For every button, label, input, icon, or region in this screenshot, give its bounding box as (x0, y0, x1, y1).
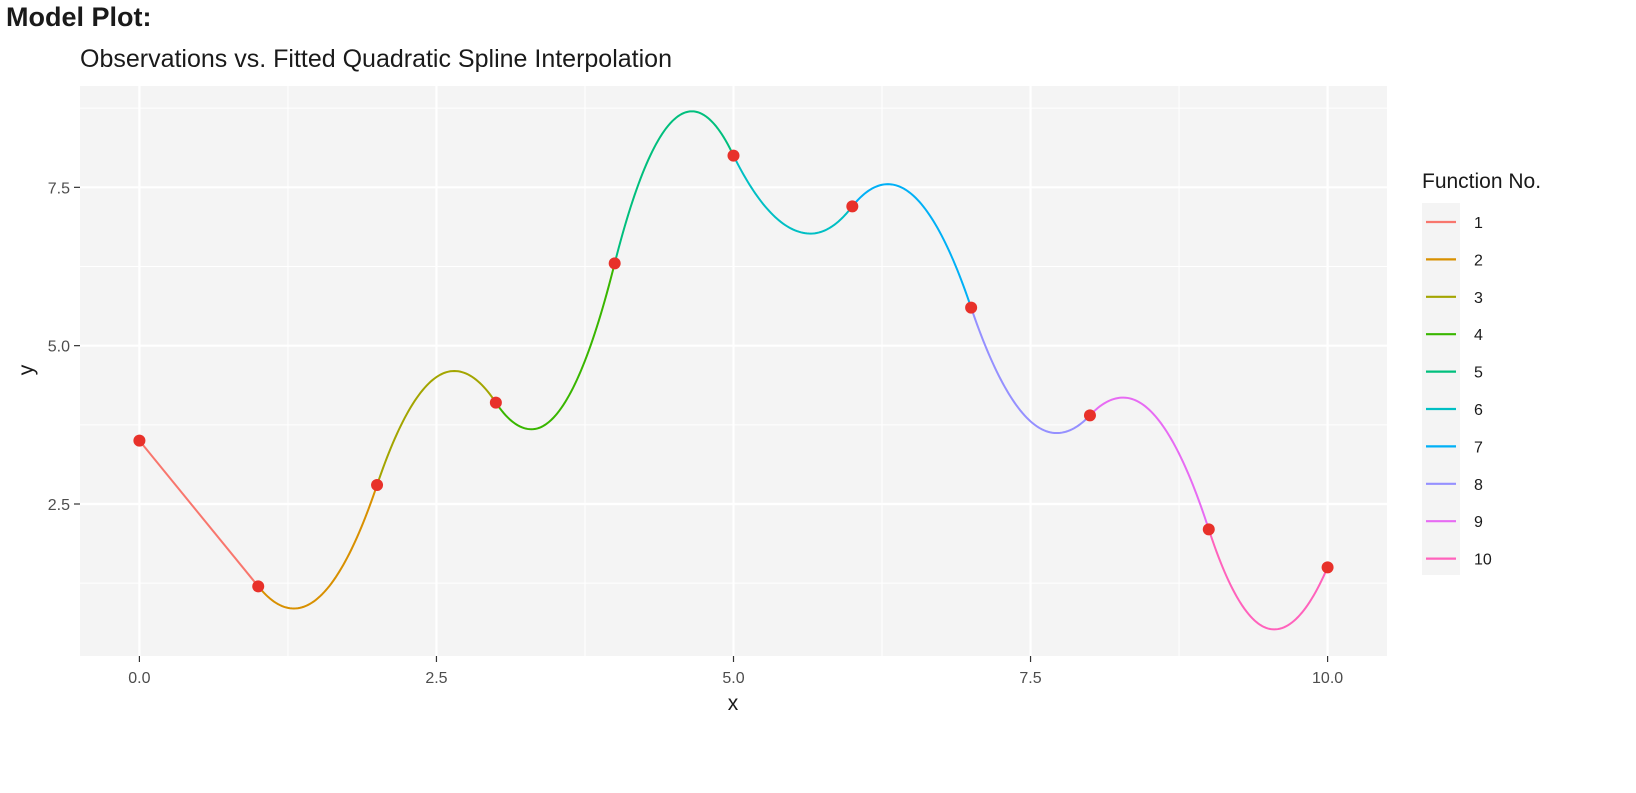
observation-point (965, 301, 978, 314)
x-tick-label: 0.0 (128, 670, 150, 687)
y-axis-label: y (15, 364, 38, 375)
spline-segment-8 (970, 307, 1091, 435)
observation-point (1321, 561, 1334, 574)
spline-segment-6 (732, 155, 854, 235)
y-tick-label: 5.0 (48, 339, 70, 356)
legend-label-1: 1 (1474, 215, 1483, 232)
x-axis-label: x (728, 692, 739, 715)
spline-segment-10 (1207, 529, 1329, 631)
y-tick-label: 2.5 (48, 497, 70, 514)
major-grid (80, 86, 1387, 656)
observation-point (252, 580, 265, 593)
observation-point (371, 479, 384, 491)
legend-items: 1 2 3 4 5 6 7 8 9 10 (1426, 215, 1492, 569)
observation-point (1083, 409, 1096, 422)
spline-segment-2 (257, 484, 378, 610)
spline-segment-9 (1089, 396, 1210, 530)
x-tick-label: 5.0 (722, 670, 744, 687)
y-axis: 2.5 5.0 7.5 (48, 180, 80, 514)
legend: Function No. 1 2 3 4 5 6 7 8 9 10 (1422, 170, 1541, 575)
spline-curves (138, 110, 1329, 631)
x-tick-label: 7.5 (1019, 670, 1041, 687)
legend-label-10: 10 (1474, 552, 1492, 569)
spline-segment-3 (376, 369, 497, 486)
chart-title: Observations vs. Fitted Quadratic Spline… (80, 45, 672, 73)
legend-label-5: 5 (1474, 365, 1483, 382)
observation-point (727, 149, 740, 162)
observation-point (608, 257, 621, 270)
legend-label-2: 2 (1474, 252, 1483, 269)
legend-label-9: 9 (1474, 514, 1483, 531)
legend-key-background (1422, 203, 1460, 575)
legend-label-6: 6 (1474, 402, 1483, 419)
y-tick-label: 7.5 (48, 180, 70, 197)
observation-point (1202, 523, 1215, 536)
x-tick-label: 2.5 (425, 670, 447, 687)
spline-segment-1 (138, 440, 260, 587)
observation-point (133, 434, 146, 447)
spline-segment-7 (851, 183, 973, 308)
x-axis: 0.0 2.5 5.0 7.5 10.0 (128, 656, 1343, 687)
spline-segment-4 (495, 263, 616, 431)
spline-segment-5 (613, 110, 735, 264)
observation-point (489, 396, 502, 409)
x-tick-label: 10.0 (1312, 670, 1343, 687)
page-heading: Model Plot: (6, 2, 152, 32)
legend-label-3: 3 (1474, 290, 1483, 307)
legend-label-7: 7 (1474, 439, 1483, 456)
legend-label-8: 8 (1474, 477, 1483, 494)
observation-points (133, 149, 1334, 593)
observation-point (846, 200, 859, 213)
legend-title: Function No. (1422, 170, 1541, 193)
legend-label-4: 4 (1474, 327, 1483, 344)
